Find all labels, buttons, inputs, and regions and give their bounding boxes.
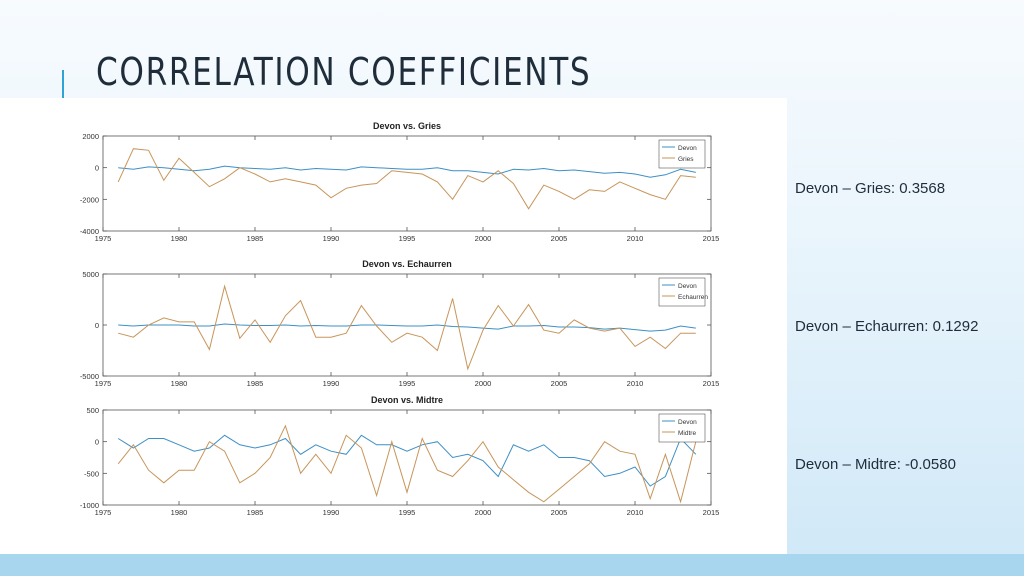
- y-tick-label: 0: [95, 321, 99, 330]
- x-tick-label: 1980: [171, 379, 188, 388]
- title-accent-bar: [62, 70, 64, 98]
- x-tick-label: 1975: [95, 379, 112, 388]
- axes-box: [102, 135, 712, 232]
- x-tick-label: 2005: [551, 234, 568, 243]
- series-line-midtre: [117, 424, 697, 504]
- legend-label: Gries: [678, 156, 694, 163]
- x-tick-label: 1985: [247, 379, 264, 388]
- legend-label: Echaurren: [678, 294, 708, 301]
- legend-box: [658, 413, 706, 443]
- y-tick-label: -5000: [80, 372, 99, 381]
- x-tick-label: 1990: [323, 508, 340, 517]
- x-tick-label: 1990: [323, 234, 340, 243]
- legend-box: [658, 139, 706, 169]
- legend-label: Devon: [678, 145, 697, 152]
- series-line-devon: [118, 323, 696, 332]
- x-tick-label: 1975: [95, 508, 112, 517]
- y-tick-label: 5000: [82, 270, 99, 279]
- x-tick-label: 1985: [247, 508, 264, 517]
- x-tick-label: 1995: [399, 234, 416, 243]
- legend-label: Devon: [678, 419, 697, 426]
- y-tick-label: 500: [86, 406, 99, 415]
- y-tick-label: -500: [84, 469, 99, 478]
- y-tick-label: -4000: [80, 227, 99, 236]
- x-tick-label: 1975: [95, 234, 112, 243]
- chart-panel: Devon vs. Gries 1975 1980 1985 1990 1995 2000 2…: [0, 98, 787, 554]
- y-tick-label: -2000: [80, 195, 99, 204]
- label-devon-midtre: Devon – Midtre: -0.0580: [795, 456, 956, 473]
- series-line-devon: [118, 165, 696, 178]
- y-tick-label: 2000: [82, 132, 99, 141]
- x-tick-label: 1995: [399, 379, 416, 388]
- y-tick-label: 0: [95, 164, 99, 173]
- x-tick-label: 2010: [627, 508, 644, 517]
- y-tick-label: -1000: [80, 501, 99, 510]
- x-tick-label: 2000: [475, 508, 492, 517]
- x-tick-label: 2015: [703, 379, 720, 388]
- x-tick-label: 2010: [627, 379, 644, 388]
- x-tick-label: 2015: [703, 234, 720, 243]
- slide-title: CORRELATION COEFFICIENTS: [96, 50, 592, 94]
- x-tick-label: 2010: [627, 234, 644, 243]
- x-tick-label: 1995: [399, 508, 416, 517]
- x-tick-label: 2000: [475, 379, 492, 388]
- series-line-echaurren: [118, 284, 696, 371]
- legend-box: [658, 277, 706, 307]
- charts-figure: Devon vs. Gries 1975 1980 1985 1990 1995 2000 2…: [80, 121, 720, 517]
- x-tick-label: 1980: [171, 234, 188, 243]
- chart-3: Devon vs. Midtre 1975 1980 1985 1990 1995 2000…: [80, 395, 720, 517]
- x-tick-label: 1990: [323, 379, 340, 388]
- x-tick-label: 1985: [247, 234, 264, 243]
- x-tick-label: 2005: [551, 379, 568, 388]
- chart-title: Devon vs. Midtre: [371, 395, 443, 405]
- bottom-band: [0, 554, 1024, 576]
- label-devon-echaurren: Devon – Echaurren: 0.1292: [795, 318, 979, 335]
- x-tick-label: 2015: [703, 508, 720, 517]
- x-tick-label: 2000: [475, 234, 492, 243]
- y-tick-label: 0: [95, 438, 99, 447]
- legend-label: Devon: [678, 283, 697, 290]
- series-line-gries: [117, 148, 696, 210]
- axes-box: [102, 273, 712, 377]
- x-tick-label: 1980: [171, 508, 188, 517]
- chart-title: Devon vs. Echaurren: [362, 259, 452, 269]
- series-line-devon: [117, 434, 697, 487]
- chart-2: Devon vs. Echaurren 1975 1980 1985 1990 1995 2…: [80, 259, 720, 388]
- label-devon-gries: Devon – Gries: 0.3568: [795, 180, 946, 197]
- chart-1: Devon vs. Gries 1975 1980 1985 1990 1995 2000 2…: [80, 121, 720, 243]
- chart-title: Devon vs. Gries: [373, 121, 441, 131]
- legend-label: Midtre: [678, 430, 696, 437]
- x-tick-label: 2005: [551, 508, 568, 517]
